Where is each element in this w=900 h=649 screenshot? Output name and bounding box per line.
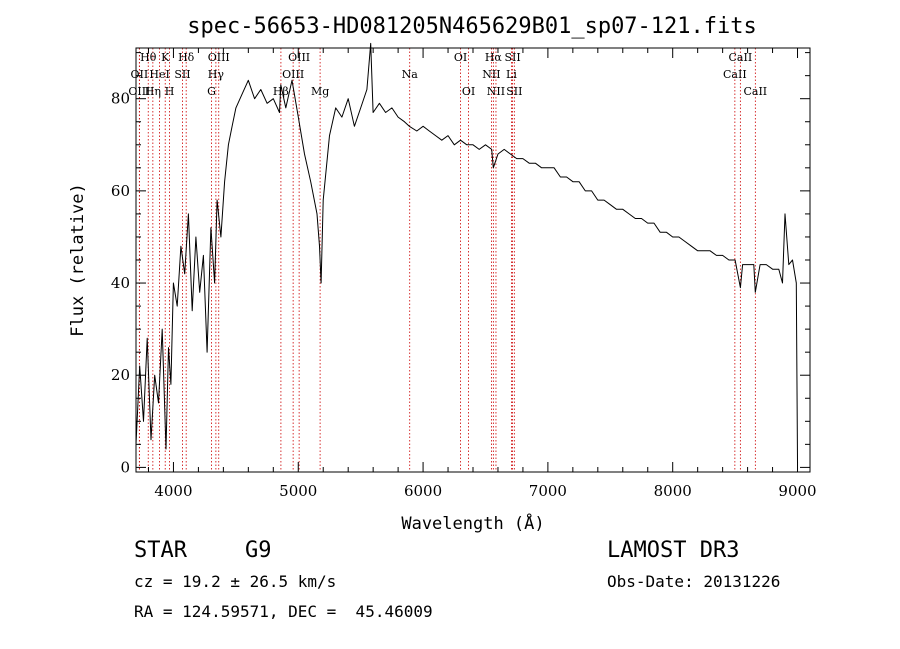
x-tick-label: 6000: [404, 482, 442, 500]
x-tick-label: 8000: [654, 482, 692, 500]
spectral-line-label: K: [161, 51, 170, 64]
spectral-line-label: G: [207, 85, 216, 98]
spectral-lines-layer: [138, 48, 756, 472]
x-tick-label: 7000: [529, 482, 567, 500]
spectral-line-label: OIII: [288, 51, 310, 64]
axis-ticks: 4000 5000 6000 7000 8000 9000 0 20 40 60 80: [111, 48, 817, 500]
spectral-line-label: HeI: [149, 68, 169, 81]
survey-name: LAMOST DR3: [607, 538, 740, 563]
spectral-line-label: Na: [402, 68, 419, 81]
spectral-line-label: OII: [131, 68, 149, 81]
spectral-line-label: NII: [487, 85, 505, 98]
spectral-line-label: Hα: [485, 51, 503, 64]
y-tick-label: 40: [111, 274, 130, 292]
x-tick-label: 4000: [154, 482, 192, 500]
spectral-line-label: OIII: [128, 85, 150, 98]
spectral-line-label: SII: [174, 68, 190, 81]
x-tick-label: 9000: [778, 482, 816, 500]
spectral-line-label: OI: [462, 85, 475, 98]
series-layer: [135, 42, 798, 463]
spectral-line-label: Hθ: [140, 51, 157, 64]
y-tick-label: 20: [111, 366, 130, 384]
spectral-line-label: NII: [482, 68, 500, 81]
spectral-line-label: OIII: [282, 68, 304, 81]
coordinates: RA = 124.59571, DEC = 45.46009: [134, 602, 433, 621]
plot-frame: [135, 47, 811, 473]
y-tick-label: 0: [120, 458, 130, 476]
spectrum-line: [135, 42, 798, 463]
object-class: STAR: [134, 538, 187, 563]
spectral-line-label: Hη: [145, 85, 161, 98]
chart-title: spec-56653-HD081205N465629B01_sp07-121.f…: [187, 14, 757, 39]
spectral-line-label: CaII: [723, 68, 747, 81]
object-subclass: G9: [245, 538, 272, 563]
x-tick-label: 5000: [279, 482, 317, 500]
spectral-line-label: Hγ: [208, 68, 225, 81]
spectral-line-label: OI: [454, 51, 467, 64]
spectral-line-label: Hδ: [178, 51, 195, 64]
observation-date: Obs-Date: 20131226: [607, 572, 781, 591]
spectral-line-label: Li: [506, 68, 517, 81]
spectral-line-label: OIII: [208, 51, 230, 64]
spectral-line-label: Mg: [311, 85, 329, 98]
spectral-line-label: H: [165, 85, 175, 98]
spectral-line-label: SII: [504, 51, 520, 64]
y-tick-label: 60: [111, 182, 130, 200]
x-axis-label: Wavelength (Å): [401, 512, 544, 534]
spectral-line-label: CaII: [729, 51, 753, 64]
spectral-line-label: CaII: [743, 85, 767, 98]
y-tick-label: 80: [111, 90, 130, 108]
y-axis-label: Flux (relative): [68, 183, 88, 337]
spectral-line-label: SII: [506, 85, 522, 98]
redshift-cz: cz = 19.2 ± 26.5 km/s: [134, 572, 337, 591]
